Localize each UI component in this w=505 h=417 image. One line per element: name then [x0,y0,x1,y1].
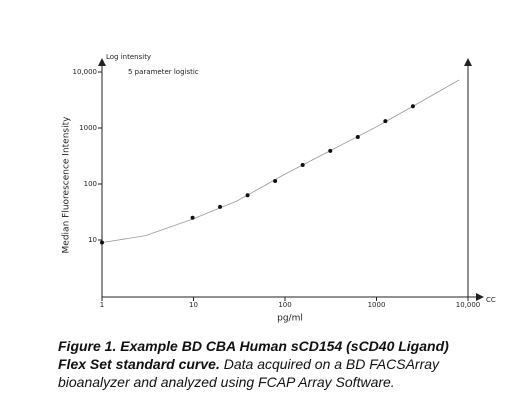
y-arrow [98,58,106,66]
data-point [355,135,360,140]
y-axis-label: Median Fluorescence Intensity [62,116,72,254]
fit-curve [101,79,460,243]
data-point [273,179,278,184]
y-tick-label: 10,000 [73,68,98,76]
right-arrow [464,58,472,66]
y-top-label: Log intensity [106,53,151,61]
x-end-label: CC [486,296,496,304]
caption-bold: Figure 1. Example BD CBA Human sCD154 (s… [58,338,449,372]
data-point [328,148,333,153]
chart: Log intensity 5 parameter logistic Media… [62,53,496,324]
x-arrow [476,293,484,301]
y-tick-label: 1000 [79,124,97,132]
x-tick-label: 100 [278,301,291,309]
data-point [245,193,250,198]
data-point [300,163,305,168]
data-point [100,240,104,245]
x-tick-label: 1000 [368,301,386,309]
y-tick-label: 100 [84,180,97,188]
x-axis-label: pg/ml [277,314,303,324]
data-point [190,215,195,220]
x-tick-label: 1 [100,301,104,309]
data-point [383,119,388,124]
chart-title: 5 parameter logistic [128,68,199,76]
data-point [218,204,223,209]
y-tick-label: 10 [88,236,97,244]
caption-text: Data acquired on a BD FACSArray bioanaly… [58,356,440,390]
x-tick-label: 10,000 [456,301,481,309]
x-tick-label: 10 [189,301,198,309]
data-point [410,104,415,109]
caption: Figure 1. Example BD CBA Human sCD154 (s… [58,337,458,391]
